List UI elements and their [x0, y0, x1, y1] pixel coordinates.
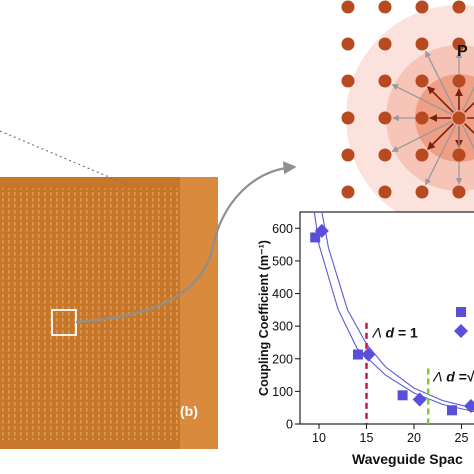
- y-tick-label: 600: [272, 222, 293, 236]
- lattice-site: [378, 0, 392, 14]
- reference-label: Λ d = 1: [372, 325, 419, 341]
- selection-box: [51, 309, 77, 336]
- lattice-site: [378, 185, 392, 199]
- data-point-square: [310, 232, 321, 243]
- panel-label: (b): [180, 403, 198, 419]
- reference-lines: Λ d = 1 Λ d =√: [365, 322, 474, 424]
- x-axis-label: Waveguide Spac: [352, 451, 463, 467]
- lattice-site: [378, 148, 392, 162]
- legend-marker-diamond: [454, 324, 468, 338]
- x-axis-ticks: 10 15 20 25: [312, 424, 468, 445]
- lattice-site: [378, 74, 392, 88]
- lattice-site: [415, 0, 429, 14]
- lattice-site: [452, 185, 466, 199]
- reference-label: Λ d =√: [432, 369, 474, 385]
- lattice-site: [415, 185, 429, 199]
- coupling-arrow: [464, 101, 474, 113]
- lattice-site: [415, 111, 429, 125]
- data-point-diamond: [361, 347, 376, 362]
- lattice-site: [341, 148, 355, 162]
- lattice-label: P: [457, 43, 468, 60]
- data-point-diamond: [314, 223, 329, 238]
- zoom-guide-line: [0, 130, 129, 186]
- lattice-site: [341, 74, 355, 88]
- x-tick-label: 10: [312, 431, 326, 445]
- y-tick-label: 200: [272, 352, 293, 366]
- data-point-diamond: [464, 399, 474, 414]
- coupling-arrow: [461, 124, 474, 150]
- legend-marker-square: [456, 307, 466, 317]
- lattice-site: [341, 185, 355, 199]
- y-tick-label: 500: [272, 254, 293, 268]
- sample-edge-strip: [180, 177, 218, 449]
- coupling-arrow: [427, 86, 454, 113]
- waveguide-array: [0, 188, 180, 440]
- coupling-arrow: [427, 123, 454, 150]
- lattice-site: [341, 0, 355, 14]
- x-tick-label: 25: [455, 431, 469, 445]
- connector-arrow: [75, 161, 297, 324]
- coupling-arrow: [424, 124, 457, 186]
- y-axis-ticks: 0 100 200 300 400 500 600: [272, 222, 300, 432]
- y-tick-label: 100: [272, 385, 293, 399]
- data-point-square: [447, 405, 457, 416]
- lattice-site: [452, 148, 466, 162]
- data-points: [310, 223, 474, 416]
- x-tick-label: 15: [360, 431, 374, 445]
- data-point-square: [397, 390, 408, 401]
- y-tick-label: 0: [286, 418, 293, 432]
- legend: [454, 307, 468, 338]
- coupling-arrow: [424, 50, 457, 112]
- lattice-site: [452, 37, 466, 51]
- coupling-arrow: [461, 86, 474, 112]
- y-axis-label: Coupling Coefficient (m⁻¹): [257, 240, 271, 396]
- y-tick-label: 400: [272, 287, 293, 301]
- lattice-site: [452, 111, 466, 125]
- coupling-arrow: [391, 83, 453, 116]
- coupling-arrow: [464, 123, 474, 135]
- sample-micrograph: (b): [0, 177, 218, 449]
- lattice-site: [341, 111, 355, 125]
- lattice-diagram: P: [341, 0, 474, 236]
- lattice-site: [415, 148, 429, 162]
- lattice-site: [415, 74, 429, 88]
- coupling-arrow: [391, 120, 453, 153]
- lattice-site: [341, 37, 355, 51]
- lattice-site: [415, 37, 429, 51]
- x-tick-label: 20: [407, 431, 421, 445]
- y-tick-label: 300: [272, 320, 293, 334]
- lattice-site: [378, 111, 392, 125]
- lattice-site: [378, 37, 392, 51]
- plot-area: [299, 211, 474, 425]
- lattice-site: [452, 0, 466, 14]
- data-point-diamond: [412, 392, 427, 407]
- fit-curve: [321, 211, 474, 409]
- data-point-square: [352, 349, 363, 360]
- lattice-site: [452, 74, 466, 88]
